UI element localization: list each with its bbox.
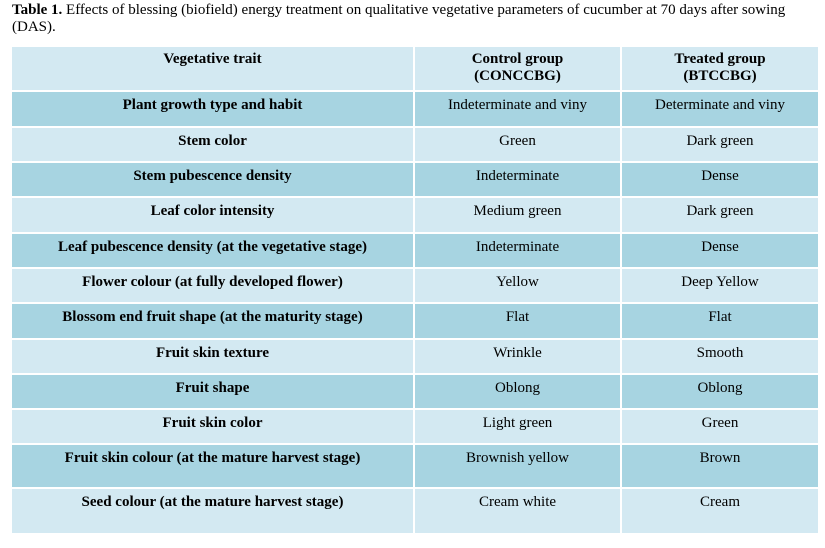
header-line: (BTCCBG) (683, 68, 757, 84)
table-row: Stem pubescence density Indeterminate Dens… (10, 161, 820, 198)
table-row: Fruit skin color Light green Green (10, 408, 820, 445)
table-cell: Light green (413, 408, 622, 445)
table-cell: Medium green (413, 196, 622, 234)
table-row: Plant growth type and habit Indeterminate… (10, 90, 820, 128)
table-row: Leaf color intensity Medium green Dark gre… (10, 196, 820, 234)
table-cell: Green (620, 408, 820, 445)
table-cell: Flat (413, 302, 622, 340)
table-cell: Oblong (413, 373, 622, 410)
table-cell: Stem pubescence density (10, 161, 415, 198)
header-cell: Vegetative trait (10, 45, 415, 92)
table-cell: Yellow (413, 267, 622, 304)
table-cell: Leaf color intensity (10, 196, 415, 234)
table-cell: Seed colour (at the mature harvest stage… (10, 487, 415, 535)
table-cell: Dense (620, 161, 820, 198)
table-cell: Wrinkle (413, 338, 622, 375)
table-cell: Indeterminate (413, 161, 622, 198)
table-cell: Determinate and viny (620, 90, 820, 128)
table: Vegetative trait Control group (CONCCBG) Tr… (10, 45, 820, 535)
table-cell: Brownish yellow (413, 443, 622, 489)
table-row: Seed colour (at the mature harvest stage… (10, 487, 820, 535)
table-cell: Dense (620, 232, 820, 269)
header-line: Control group (471, 51, 564, 67)
table-row: Fruit shape Oblong Oblong (10, 373, 820, 410)
table-cell: Deep Yellow (620, 267, 820, 304)
header-line: Vegetative trait (163, 51, 262, 67)
table-header: Vegetative trait Control group (CONCCBG) Tr… (10, 45, 820, 92)
table-cell: Fruit shape (10, 373, 415, 410)
table-row: Fruit skin texture Wrinkle Smooth (10, 338, 820, 375)
caption-text: Effects of blessing (biofield) energy tr… (12, 2, 786, 35)
caption-label: Table 1. (12, 2, 63, 18)
table-cell: Indeterminate and viny (413, 90, 622, 128)
table-row: Blossom end fruit shape (at the maturity… (10, 302, 820, 340)
table-cell: Stem color (10, 126, 415, 163)
table-cell: Dark green (620, 126, 820, 163)
table-cell: Oblong (620, 373, 820, 410)
table-row: Leaf pubescence density (at the vegetati… (10, 232, 820, 269)
table-cell: Brown (620, 443, 820, 489)
table-body: Plant growth type and habit Indeterminate… (10, 90, 820, 535)
header-row: Vegetative trait Control group (CONCCBG) Tr… (10, 45, 820, 92)
table-cell: Plant growth type and habit (10, 90, 415, 128)
table-row: Stem color Green Dark green (10, 126, 820, 163)
table-row: Flower colour (at fully developed flower… (10, 267, 820, 304)
header-line: (CONCCBG) (474, 68, 561, 84)
table-cell: Dark green (620, 196, 820, 234)
table-cell: Indeterminate (413, 232, 622, 269)
table-cell: Leaf pubescence density (at the vegetati… (10, 232, 415, 269)
header-cell: Treated group (BTCCBG) (620, 45, 820, 92)
caption: Table 1. Effects of blessing (biofield) … (12, 2, 818, 36)
table-cell: Smooth (620, 338, 820, 375)
table-cell: Green (413, 126, 622, 163)
table-cell: Flat (620, 302, 820, 340)
table-cell: Flower colour (at fully developed flower… (10, 267, 415, 304)
table-cell: Fruit skin color (10, 408, 415, 445)
table-cell: Fruit skin texture (10, 338, 415, 375)
table-cell: Fruit skin colour (at the mature harvest… (10, 443, 415, 489)
table-cell: Cream white (413, 487, 622, 535)
header-cell: Control group (CONCCBG) (413, 45, 622, 92)
table-cell: Blossom end fruit shape (at the maturity… (10, 302, 415, 340)
table-cell: Cream (620, 487, 820, 535)
table-row: Fruit skin colour (at the mature harvest… (10, 443, 820, 489)
header-line: Treated group (674, 51, 766, 67)
